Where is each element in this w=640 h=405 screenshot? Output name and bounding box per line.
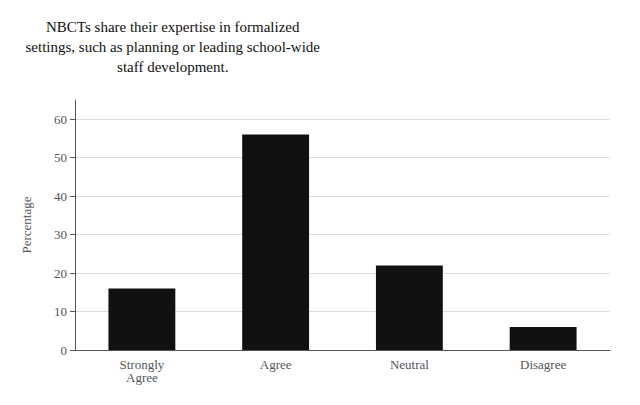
svg-text:Agree: Agree <box>126 370 158 385</box>
svg-text:20: 20 <box>54 266 67 281</box>
svg-text:10: 10 <box>54 304 67 319</box>
svg-text:Percentage: Percentage <box>19 196 34 253</box>
svg-text:NBCTs share their expertise in: NBCTs share their expertise in formalize… <box>46 19 300 35</box>
svg-text:Neutral: Neutral <box>390 357 429 372</box>
svg-text:Agree: Agree <box>260 357 292 372</box>
svg-text:40: 40 <box>54 189 67 204</box>
svg-text:settings, such as planning or: settings, such as planning or leading sc… <box>25 39 320 55</box>
svg-text:Strongly: Strongly <box>119 357 165 372</box>
svg-text:0: 0 <box>61 343 68 358</box>
svg-text:60: 60 <box>54 112 67 127</box>
svg-text:30: 30 <box>54 227 67 242</box>
svg-text:50: 50 <box>54 150 67 165</box>
svg-text:staff development.: staff development. <box>117 59 228 75</box>
svg-text:Disagree: Disagree <box>520 357 566 372</box>
